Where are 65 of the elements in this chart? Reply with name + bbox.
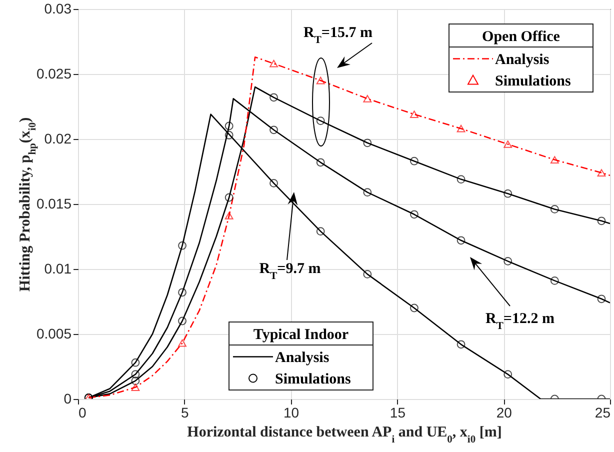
point [131,358,140,367]
point [597,169,606,177]
point [504,370,512,378]
point [316,227,325,236]
point [504,257,512,266]
x-tick-label: 0 [78,404,86,420]
y-tick-label: 0.02 [44,130,72,146]
x-tick-label: 25 [594,404,611,420]
point [224,193,234,202]
point [410,156,418,166]
point [504,189,512,198]
point [456,236,466,245]
annotation: R$_{T}$=15.7 m [304,25,373,46]
point [410,210,418,219]
point [316,116,325,125]
point [363,270,372,278]
annotation: Open Office [482,29,560,45]
y-tick-label: 0.005 [36,326,72,342]
legend-label: Simulations [495,73,572,90]
annotation: R$_{T}$=9.7 m [259,261,322,282]
point [410,110,418,118]
point [178,288,186,297]
point [224,122,234,130]
point [456,124,466,132]
x-axis-title: Horizontal distance between AP$_{i}$ and UE$_{0}$, x$_{i0}$ [m] [187,424,502,445]
annotation: Typical Indoor [253,327,349,343]
point [270,93,278,102]
y-tick-label: 0 [64,390,72,406]
point [456,340,466,349]
legend-label: Analysis [275,350,330,366]
point [316,158,325,167]
point [178,241,186,250]
y-tick-label: 0.01 [44,260,72,276]
point [131,376,140,385]
point [363,188,372,196]
x-tick-label: 20 [496,404,512,420]
point [131,384,140,392]
point [597,294,606,304]
point [178,316,186,326]
point [363,138,372,148]
x-tick-label: 5 [181,404,189,420]
point [270,126,278,134]
point [550,276,559,285]
point [316,76,325,84]
y-tick-label: 0.03 [44,0,72,16]
x-tick-label: 15 [390,404,406,420]
y-tick-label: 0.015 [36,196,72,212]
y-tick-label: 0.025 [36,66,72,82]
point [224,130,234,140]
point [270,60,278,68]
point [597,216,606,226]
point [456,175,466,184]
point [270,179,278,188]
point [224,212,234,220]
annotation: R$_{T}$=12.2 m [486,311,555,332]
point [363,94,372,102]
point [410,304,418,312]
point [178,339,186,347]
legend-label: Analysis [495,52,550,68]
point [550,156,559,164]
point [550,205,559,214]
legend-label: Simulations [275,371,352,388]
x-tick-label: 10 [284,404,300,420]
point [131,370,140,378]
point [504,140,512,148]
